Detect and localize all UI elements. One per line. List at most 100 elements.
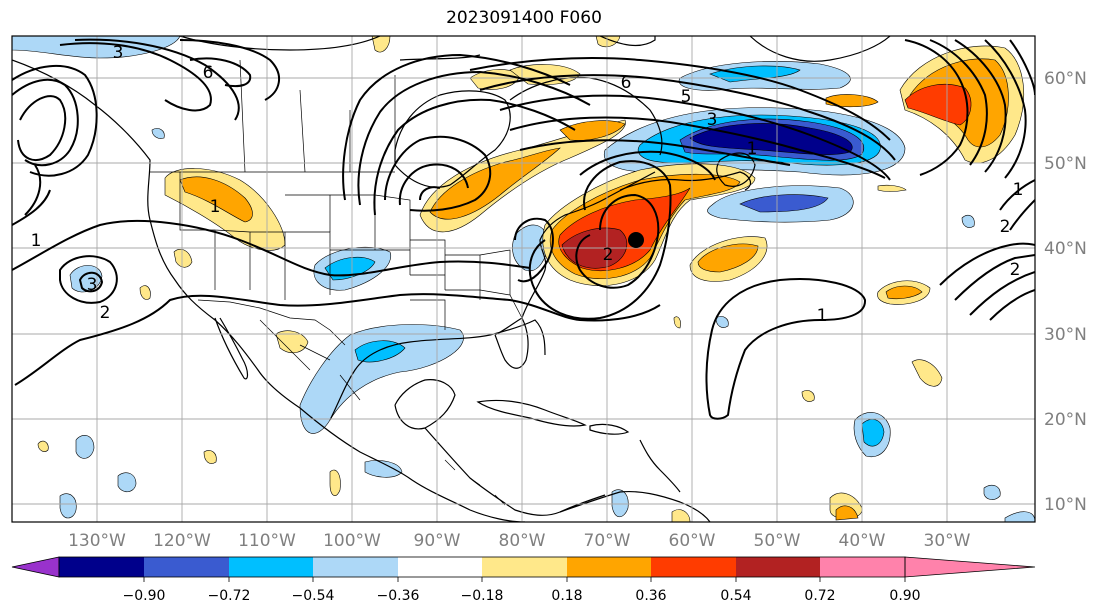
negative-core-midatl — [739, 194, 829, 213]
lon-label: 50°W — [754, 531, 801, 551]
contour-27 — [575, 193, 660, 289]
contour-34 — [939, 242, 1035, 286]
contour-25 — [579, 150, 716, 181]
coastlines — [12, 36, 891, 522]
positive-region-pac-1 — [37, 440, 49, 452]
positive-region-sw-2 — [139, 285, 151, 300]
contour-31 — [954, 39, 1007, 173]
state-lines-east — [410, 239, 511, 300]
contour-10 — [59, 42, 212, 112]
negative-core-plains — [324, 256, 376, 281]
contour-2 — [14, 293, 661, 386]
coast-central-america — [424, 427, 606, 516]
positive-mid-lakes — [429, 147, 561, 220]
colorbar-segment — [59, 557, 144, 577]
contour-label: 6 — [621, 73, 632, 93]
colorbar-segment — [398, 557, 482, 577]
negative-region-pacific-3 — [117, 472, 137, 493]
map-frame — [11, 35, 1036, 523]
colorbar-tick-label: −0.72 — [208, 588, 251, 604]
contour-label: 5 — [681, 87, 692, 107]
storm-center-marker — [628, 232, 644, 248]
contour-label: 1 — [210, 197, 221, 217]
colorbar-segment — [567, 557, 651, 577]
contour-6 — [78, 271, 104, 293]
colorbar-extend-min — [11, 556, 60, 578]
contour-16 — [373, 98, 576, 216]
colorbar-extend-max — [904, 556, 1036, 578]
contour-17 — [384, 135, 492, 212]
negative-region-atl-sw — [611, 489, 629, 518]
colorbar-ticks — [143, 577, 906, 582]
colorbar-tick-label: −0.90 — [123, 588, 166, 604]
contour-19 — [419, 186, 441, 201]
longitude-labels: 130°W 120°W 110°W 100°W 90°W 80°W 70°W 6… — [68, 531, 971, 551]
contour-8 — [12, 78, 79, 167]
latitude-labels: 60°N 50°N 40°N 30°N 20°N 10°N — [1044, 69, 1087, 515]
map-title: 2023091400 F060 — [446, 8, 602, 28]
colorbar-segment — [736, 557, 820, 577]
lon-label: 100°W — [323, 531, 381, 551]
lat-label: 10°N — [1044, 495, 1087, 515]
colorbar-segment — [313, 557, 398, 577]
contour-36 — [969, 271, 1035, 316]
colorbar-tick-label: 0.54 — [720, 588, 751, 604]
positive-mid-east-1 — [885, 285, 923, 300]
lon-label: 120°W — [153, 531, 211, 551]
negative-region-gulf — [299, 324, 464, 434]
coast-south-america — [559, 490, 711, 522]
colorbar-tick-label: −0.18 — [461, 588, 504, 604]
positive-region-east-2 — [911, 359, 943, 387]
contour-label: 1 — [1013, 180, 1024, 200]
contour-22 — [499, 94, 891, 181]
negative-region-small-2 — [715, 316, 729, 328]
contour-label: 6 — [203, 63, 214, 83]
colorbar-segment — [651, 557, 736, 577]
negative-region-caribbean — [364, 460, 403, 478]
contour-label: 2 — [1000, 217, 1011, 237]
lat-label: 40°N — [1044, 239, 1087, 259]
colorbar-segment — [229, 557, 313, 577]
lat-label: 60°N — [1044, 69, 1087, 89]
positive-mid-nw-us — [179, 176, 253, 223]
lat-label: 20°N — [1044, 410, 1087, 430]
positive-region-small-7 — [151, 128, 165, 139]
contour-39 — [1009, 199, 1035, 231]
coast-greenland — [599, 36, 891, 62]
colorbar-tick-label: 0.72 — [804, 588, 835, 604]
contour-5 — [59, 255, 118, 304]
contour-label: 1 — [31, 231, 42, 251]
contour-4 — [12, 164, 51, 226]
negative-core-subtrop-1 — [861, 419, 885, 447]
state-lines-west — [179, 172, 331, 300]
contour-29 — [904, 39, 969, 176]
contour-label: 2 — [1010, 260, 1021, 280]
colorbar-tick-label: −0.36 — [377, 588, 420, 604]
colorbar-tick-label: 0.36 — [635, 588, 666, 604]
lon-label: 80°W — [499, 531, 546, 551]
colorbar-segment — [482, 557, 567, 577]
map-content — [12, 36, 1035, 522]
negative-region-east-edge — [1004, 511, 1035, 522]
negative-region-pacific-4 — [59, 493, 77, 519]
colorbar-segment — [144, 557, 229, 577]
colorbar-tick-label: 0.90 — [889, 588, 920, 604]
lon-label: 70°W — [584, 531, 631, 551]
contour-21 — [479, 74, 896, 161]
contour-label: 3 — [707, 110, 718, 130]
contour-18 — [398, 163, 469, 206]
coast-florida — [494, 317, 529, 369]
contour-13 — [189, 57, 252, 88]
coast-newfoundland — [716, 152, 756, 187]
contour-9 — [12, 64, 98, 177]
colorbar-tick-label: −0.54 — [292, 588, 335, 604]
colorbar: −0.90 −0.72 −0.54 −0.36 −0.18 0.18 0.36 … — [11, 556, 1036, 604]
contour-26 — [528, 160, 672, 320]
mexico-states — [259, 319, 361, 401]
negative-region-small-1 — [961, 214, 975, 228]
coast-baja — [214, 317, 249, 380]
contour-35 — [954, 254, 1035, 301]
positive-mid-east-4 — [835, 505, 859, 521]
contour-32 — [984, 39, 1027, 179]
contour-28 — [514, 217, 554, 283]
